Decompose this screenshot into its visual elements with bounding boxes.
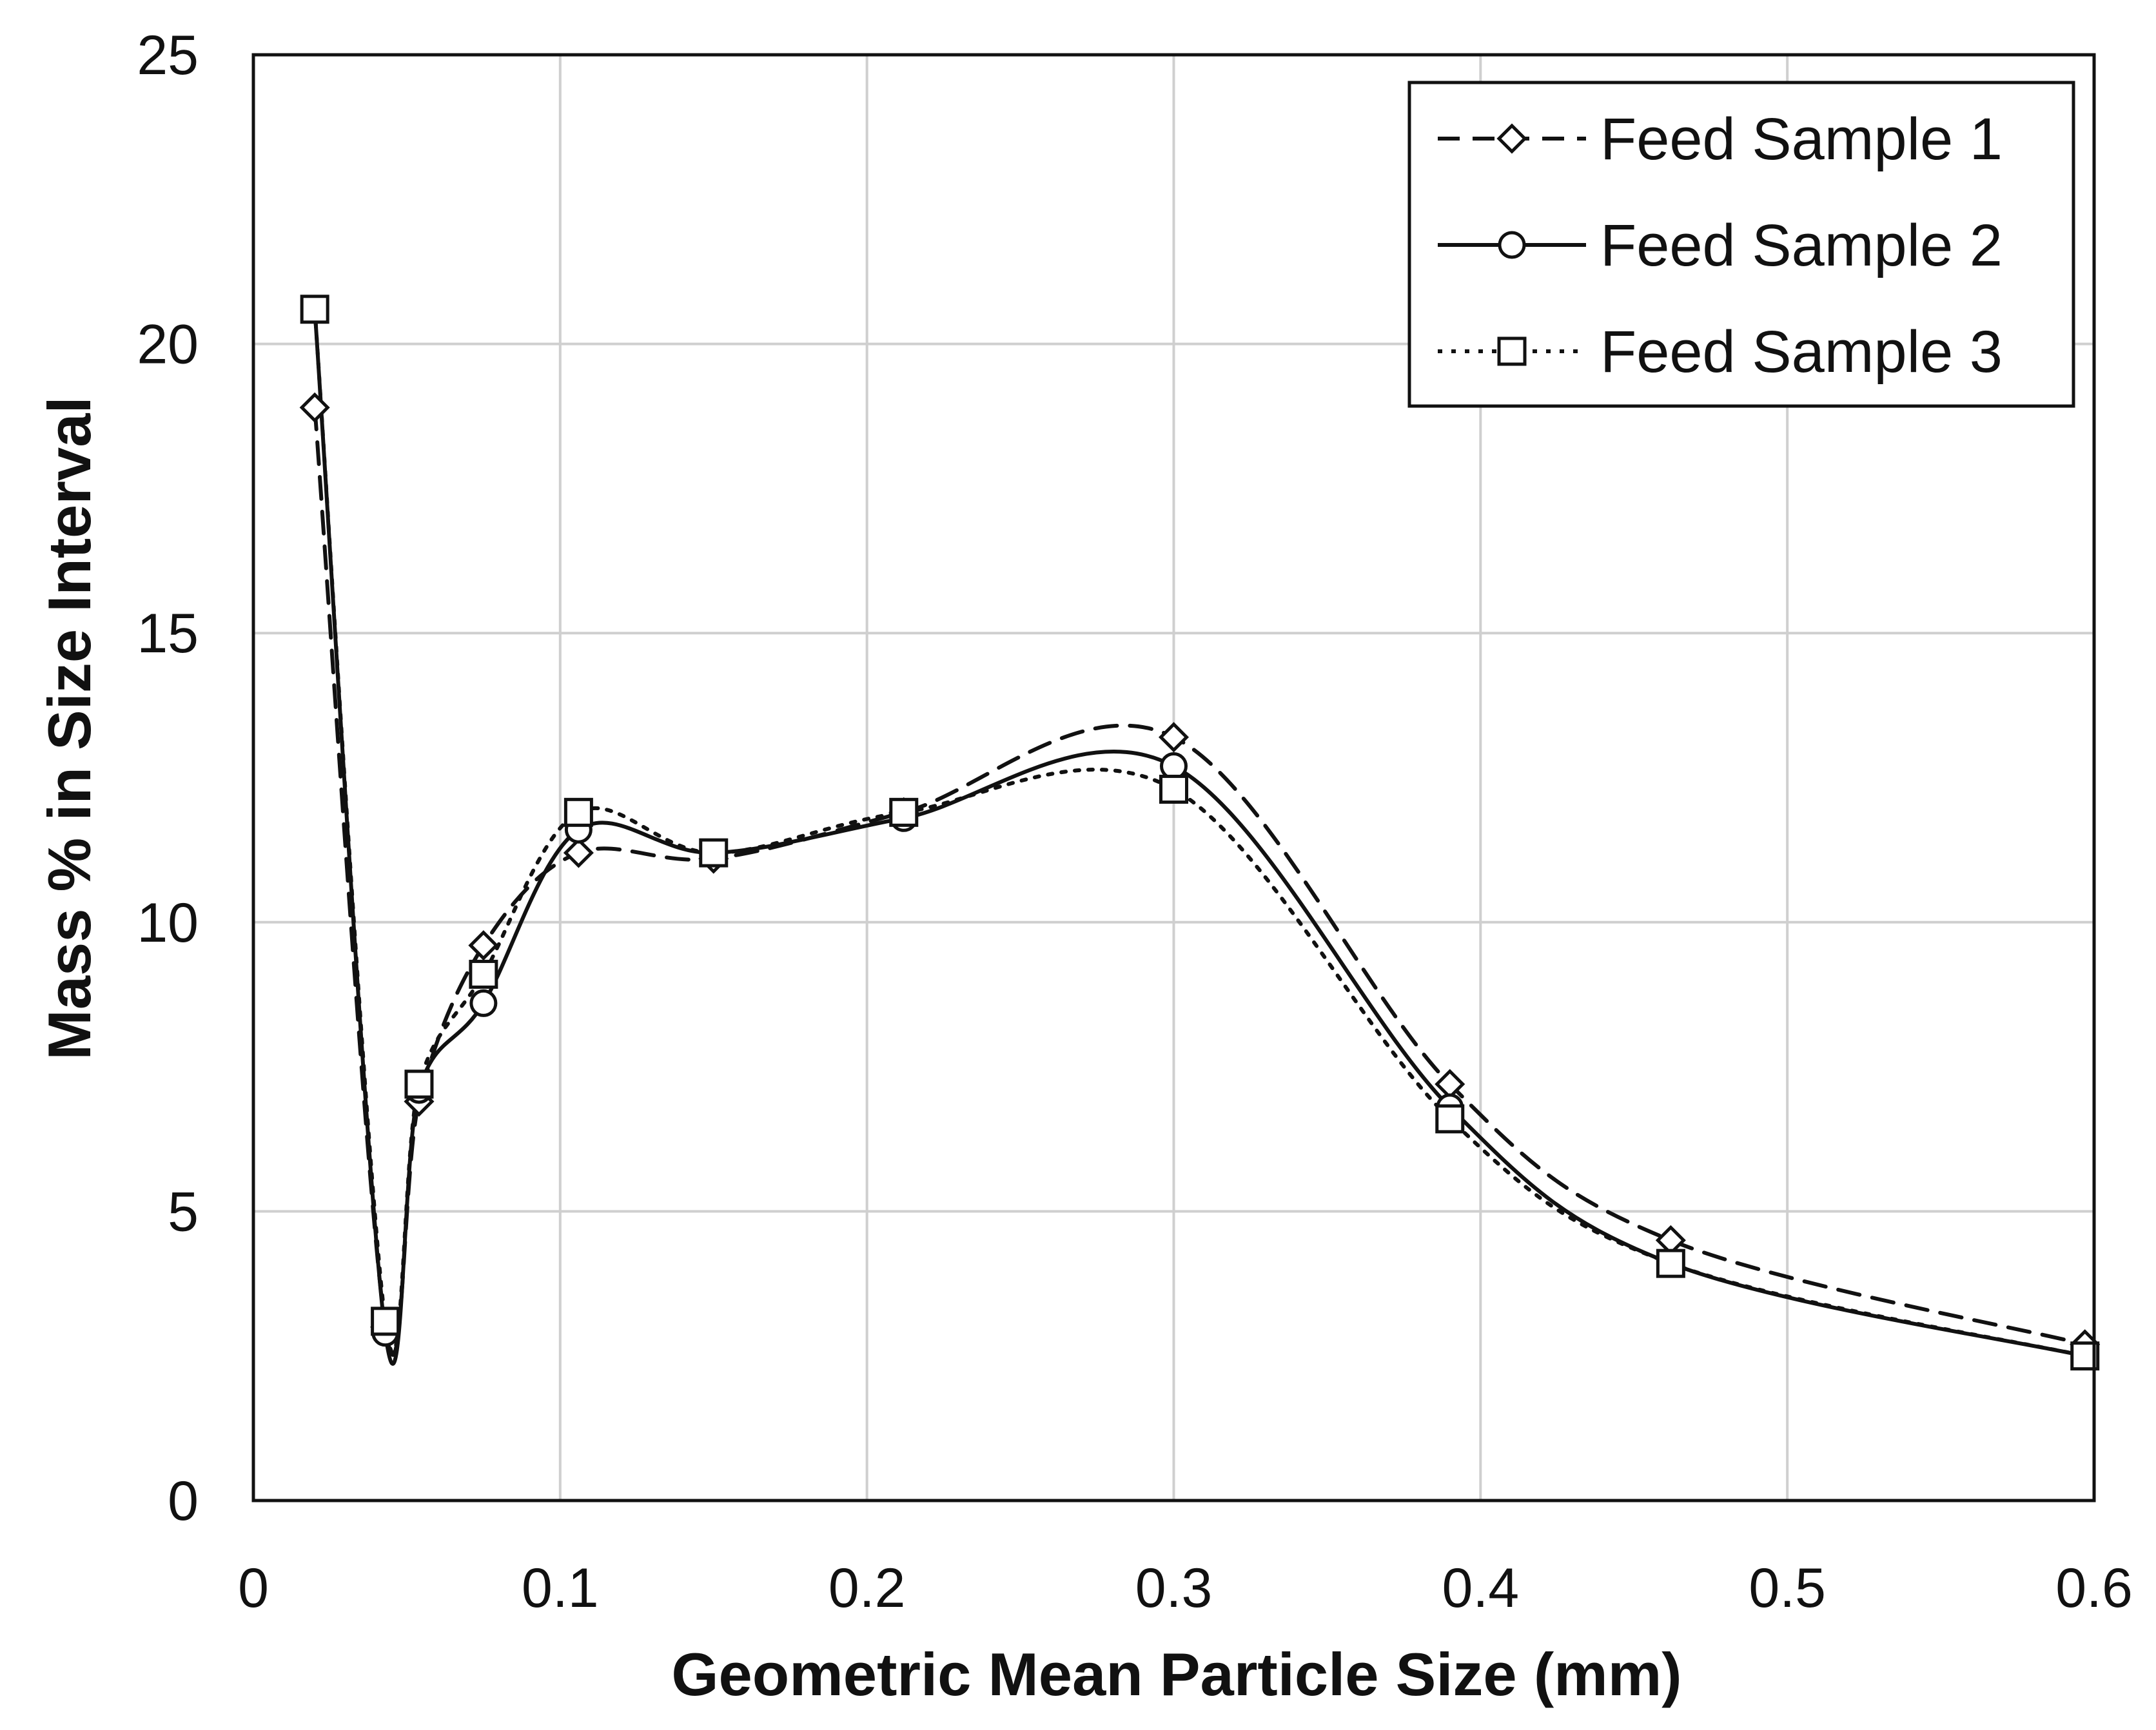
- data-point-series-3: [889, 797, 919, 827]
- legend-marker-3: [1497, 336, 1527, 366]
- x-tick-label: 0.3: [1135, 1557, 1213, 1619]
- y-tick-label: 5: [168, 1181, 199, 1243]
- data-point-series-1: [563, 837, 594, 868]
- y-tick-labels: 0 5 10 15 20 25: [137, 24, 199, 1532]
- data-point-series-3: [1159, 774, 1188, 804]
- x-tick-label: 0.6: [2055, 1557, 2133, 1619]
- y-axis-title: Mass % in Size Interval: [35, 396, 103, 1060]
- y-tick-label: 10: [137, 892, 199, 954]
- legend-label-3: Feed Sample 3: [1600, 319, 2003, 385]
- x-tick-label: 0.2: [828, 1557, 906, 1619]
- legend-item-3: Feed Sample 3: [1438, 319, 2003, 385]
- y-tick-label: 25: [137, 24, 199, 86]
- y-tick-label: 15: [137, 603, 199, 665]
- x-tick-labels: 0 0.1 0.2 0.3 0.4 0.5 0.6: [238, 1557, 2133, 1619]
- data-point-series-2: [1160, 752, 1188, 781]
- legend-item-1: Feed Sample 1: [1438, 106, 2003, 172]
- legend-marker-1: [1496, 123, 1527, 154]
- data-point-series-3: [564, 797, 593, 827]
- legend-label-1: Feed Sample 1: [1600, 106, 2003, 172]
- data-point-series-3: [1435, 1104, 1465, 1134]
- data-point-series-3: [469, 960, 498, 989]
- legend-label-2: Feed Sample 2: [1600, 213, 2003, 278]
- data-point-series-1: [468, 930, 499, 961]
- data-point-series-3: [300, 295, 329, 324]
- data-point-series-1: [1158, 722, 1190, 753]
- x-tick-label: 0.1: [522, 1557, 599, 1619]
- data-point-series-3: [699, 838, 729, 868]
- legend-marker-2: [1498, 231, 1526, 259]
- y-tick-label: 20: [137, 314, 199, 376]
- legend-items: Feed Sample 1 Feed Sample 2 Feed Sample 3: [1438, 106, 2003, 385]
- legend-item-2: Feed Sample 2: [1438, 213, 2003, 278]
- x-tick-label: 0: [238, 1557, 269, 1619]
- data-point-series-3: [1656, 1249, 1685, 1278]
- data-point-series-1: [299, 392, 330, 423]
- legend: Feed Sample 1 Feed Sample 2 Feed Sample 3: [1407, 81, 2075, 408]
- data-point-series-2: [469, 989, 498, 1017]
- x-axis-title: Geometric Mean Particle Size (mm): [671, 1640, 1681, 1708]
- y-tick-label: 0: [168, 1470, 199, 1532]
- data-point-series-3: [371, 1307, 400, 1336]
- plot-frame: [251, 53, 2096, 1502]
- data-point-series-3: [404, 1069, 434, 1099]
- x-tick-label: 0.5: [1749, 1557, 1826, 1619]
- x-tick-label: 0.4: [1442, 1557, 1520, 1619]
